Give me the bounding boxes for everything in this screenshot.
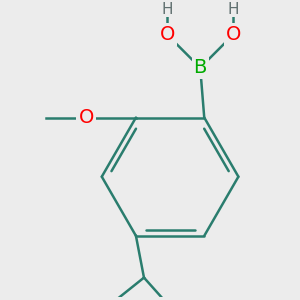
Text: H: H	[227, 2, 239, 16]
Text: B: B	[194, 58, 207, 77]
Text: O: O	[78, 108, 94, 127]
Text: H: H	[161, 2, 173, 16]
Text: O: O	[160, 25, 175, 44]
Text: O: O	[226, 25, 241, 44]
